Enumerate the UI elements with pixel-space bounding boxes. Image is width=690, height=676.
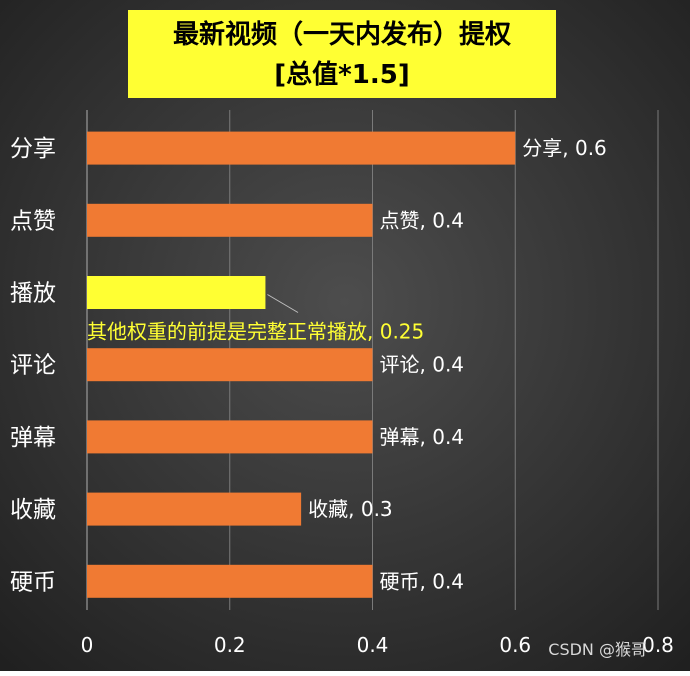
chart-title: 最新视频（一天内发布）提权 xyxy=(172,20,511,50)
data-label: 点赞, 0.4 xyxy=(380,208,465,232)
bar xyxy=(87,276,266,309)
x-tick-label: 0.2 xyxy=(214,633,246,657)
title-box: 最新视频（一天内发布）提权 [总值*1.5] xyxy=(128,10,556,98)
data-label: 其他权重的前提是完整正常播放, 0.25 xyxy=(87,320,424,344)
data-label: 弹幕, 0.4 xyxy=(380,425,465,449)
data-label: 硬币, 0.4 xyxy=(380,569,465,593)
y-category-label: 评论 xyxy=(10,353,56,379)
bars xyxy=(87,131,516,598)
label-leader-line xyxy=(267,294,299,313)
data-label: 收藏, 0.3 xyxy=(308,497,393,521)
x-tick-label: 0.8 xyxy=(642,633,674,657)
y-category-label: 点赞 xyxy=(10,208,56,234)
value-axis: 0 0.2 0.4 0.6 0.8 xyxy=(81,633,674,657)
y-category-label: 分享 xyxy=(10,136,56,162)
data-label: 评论, 0.4 xyxy=(380,353,465,377)
data-labels: 分享, 0.6 点赞, 0.4 其他权重的前提是完整正常播放, 0.25 评论, 0.… xyxy=(87,136,607,593)
bar xyxy=(87,131,516,165)
data-label: 分享, 0.6 xyxy=(522,136,607,160)
y-category-label: 弹幕 xyxy=(10,425,56,451)
watermark: CSDN @猴哥 xyxy=(548,640,647,659)
bar xyxy=(87,564,373,598)
bar xyxy=(87,420,373,454)
bar xyxy=(87,348,373,382)
y-category-label: 硬币 xyxy=(10,569,56,595)
y-category-label: 播放 xyxy=(10,281,56,307)
x-tick-label: 0 xyxy=(81,633,94,657)
bar xyxy=(87,492,302,526)
y-category-label: 收藏 xyxy=(10,497,56,523)
x-tick-label: 0.4 xyxy=(357,633,389,657)
x-tick-label: 0.6 xyxy=(499,633,531,657)
chart-subtitle: [总值*1.5] xyxy=(274,60,410,90)
bar xyxy=(87,203,373,237)
